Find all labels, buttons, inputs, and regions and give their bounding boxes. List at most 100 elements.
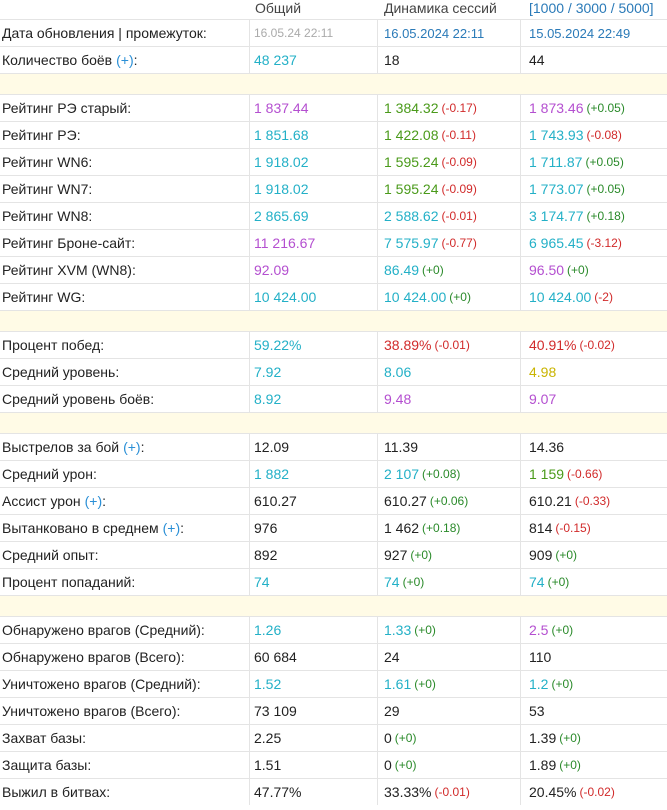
- total-value: 8.92: [254, 391, 282, 407]
- row-label: Уничтожено врагов (Средний):: [2, 676, 201, 692]
- total-cell: 10 424.00: [250, 284, 378, 310]
- header-recent-range-link[interactable]: [1000 / 3000 / 5000]: [529, 0, 654, 16]
- total-value: 60 684: [254, 649, 297, 665]
- total-cell: 11 216.67: [250, 230, 378, 256]
- table-row: Рейтинг WN8: 2 865.69 2 588.62 (-0.01) 3 174…: [0, 202, 667, 229]
- row-label-cell: Количество боёв (+):: [0, 47, 250, 73]
- total-value: 1 918.02: [254, 181, 309, 197]
- total-value: 59.22%: [254, 337, 302, 353]
- session-delta: (+0): [394, 731, 417, 745]
- row-label-cell: Средний уровень:: [0, 359, 250, 385]
- total-cell: 1 851.68: [250, 122, 378, 148]
- recent-cell: 1 159 (-0.66): [521, 461, 667, 487]
- recent-cell: 6 965.45 (-3.12): [521, 230, 667, 256]
- session-delta: (+0): [449, 290, 471, 304]
- expand-details-link[interactable]: (+): [116, 52, 134, 68]
- session-value: 1 384.32: [384, 100, 439, 116]
- row-label-cell: Вытанковано в среднем (+):: [0, 515, 250, 541]
- recent-value: 110: [529, 649, 552, 665]
- total-cell: 16.05.24 22:11: [250, 20, 378, 46]
- recent-value: 1.2: [529, 676, 549, 692]
- row-label-cell: Обнаружено врагов (Средний):: [0, 617, 250, 643]
- recent-value: 1 711.87: [529, 154, 583, 170]
- session-delta: (+0): [414, 677, 436, 691]
- recent-value: 10 424.00: [529, 289, 592, 305]
- session-value: 11.39: [384, 439, 418, 455]
- row-label: Рейтинг РЭ старый:: [2, 100, 132, 116]
- recent-delta: (+0): [551, 623, 574, 637]
- row-label-cell: Рейтинг XVM (WN8):: [0, 257, 250, 283]
- row-label: Обнаружено врагов (Всего):: [2, 649, 185, 665]
- total-cell: 976: [250, 515, 378, 541]
- table-row: Выжил в битвах: 47.77% 33.33% (-0.01) 20.45%…: [0, 778, 667, 805]
- session-delta: (+0): [422, 263, 444, 277]
- row-label: Уничтожено врагов (Всего):: [2, 703, 181, 719]
- row-label: Средний уровень боёв:: [2, 391, 155, 407]
- total-value: 10 424.00: [254, 289, 317, 305]
- row-label: Рейтинг Броне-сайт:: [2, 235, 136, 251]
- recent-cell: 15.05.2024 22:49: [521, 20, 667, 46]
- table-row: Дата обновления | промежуток: 16.05.24 22…: [0, 19, 667, 46]
- session-value: 1.61: [384, 676, 412, 692]
- session-value: 29: [384, 703, 400, 719]
- session-value: 927: [384, 547, 408, 563]
- row-label-cell: Рейтинг WN8:: [0, 203, 250, 229]
- expand-details-link[interactable]: (+): [84, 493, 103, 509]
- table-row: Процент попаданий: 74 74 (+0) 74 (+0): [0, 568, 667, 595]
- label-colon: :: [140, 439, 145, 455]
- session-value: 1 422.08: [384, 127, 439, 143]
- section-separator: [0, 310, 667, 331]
- total-value: 7.92: [254, 364, 282, 380]
- total-value: 976: [254, 520, 278, 536]
- recent-value: 1.39: [529, 730, 557, 746]
- table-row: Средний уровень боёв: 8.92 9.48 9.07: [0, 385, 667, 412]
- row-label-cell: Средний урон:: [0, 461, 250, 487]
- row-label-cell: Защита базы:: [0, 752, 250, 778]
- row-label: Рейтинг РЭ:: [2, 127, 81, 143]
- expand-details-link[interactable]: (+): [162, 520, 181, 536]
- recent-cell: 110: [521, 644, 667, 670]
- recent-cell: 909 (+0): [521, 542, 667, 568]
- session-cell: 33.33% (-0.01): [378, 779, 521, 805]
- recent-cell: 53: [521, 698, 667, 724]
- table-row: Рейтинг WN7: 1 918.02 1 595.24 (-0.09) 1 773…: [0, 175, 667, 202]
- session-delta: (+0.08): [422, 467, 461, 481]
- session-cell: 8.06: [378, 359, 521, 385]
- session-cell: 1 462 (+0.18): [378, 515, 521, 541]
- session-value: 1.33: [384, 622, 412, 638]
- total-value: 1.52: [254, 676, 282, 692]
- session-delta: (-0.11): [441, 128, 476, 142]
- row-label-cell: Рейтинг Броне-сайт:: [0, 230, 250, 256]
- total-value: 2.25: [254, 730, 282, 746]
- recent-value: 610.21: [529, 493, 572, 509]
- recent-cell: 2.5 (+0): [521, 617, 667, 643]
- table-row: Средний уровень: 7.92 8.06 4.98: [0, 358, 667, 385]
- recent-cell: 1.2 (+0): [521, 671, 667, 697]
- table-row: Средний урон: 1 882 2 107 (+0.08) 1 159 (-0.6…: [0, 460, 667, 487]
- table-row: Рейтинг WG: 10 424.00 10 424.00 (+0) 10 424.…: [0, 283, 667, 310]
- recent-value: 1 159: [529, 466, 565, 482]
- label-colon: :: [102, 493, 106, 509]
- row-label: Средний опыт:: [2, 547, 99, 563]
- row-label: Рейтинг WN7:: [2, 181, 93, 197]
- recent-cell: 1 773.07 (+0.05): [521, 176, 667, 202]
- recent-cell: 9.07: [521, 386, 667, 412]
- recent-value: 40.91%: [529, 337, 577, 353]
- table-row: Выстрелов за бой (+):12.09 11.39 14.36: [0, 433, 667, 460]
- total-cell: 892: [250, 542, 378, 568]
- row-label-cell: Захват базы:: [0, 725, 250, 751]
- total-value: 12.09: [254, 439, 290, 455]
- session-value: 10 424.00: [384, 289, 447, 305]
- table-row: Уничтожено врагов (Средний): 1.52 1.61 (+0)…: [0, 670, 667, 697]
- session-cell: 610.27 (+0.06): [378, 488, 521, 514]
- row-label: Процент побед:: [2, 337, 105, 353]
- row-label: Рейтинг XVM (WN8):: [2, 262, 136, 278]
- total-value: 92.09: [254, 262, 290, 278]
- recent-cell: 40.91% (-0.02): [521, 332, 667, 358]
- recent-cell: 814 (-0.15): [521, 515, 667, 541]
- row-label: Рейтинг WN8:: [2, 208, 93, 224]
- table-row: Защита базы: 1.51 0 (+0) 1.89 (+0): [0, 751, 667, 778]
- session-value: 1 462: [384, 520, 420, 536]
- expand-details-link[interactable]: (+): [123, 439, 141, 455]
